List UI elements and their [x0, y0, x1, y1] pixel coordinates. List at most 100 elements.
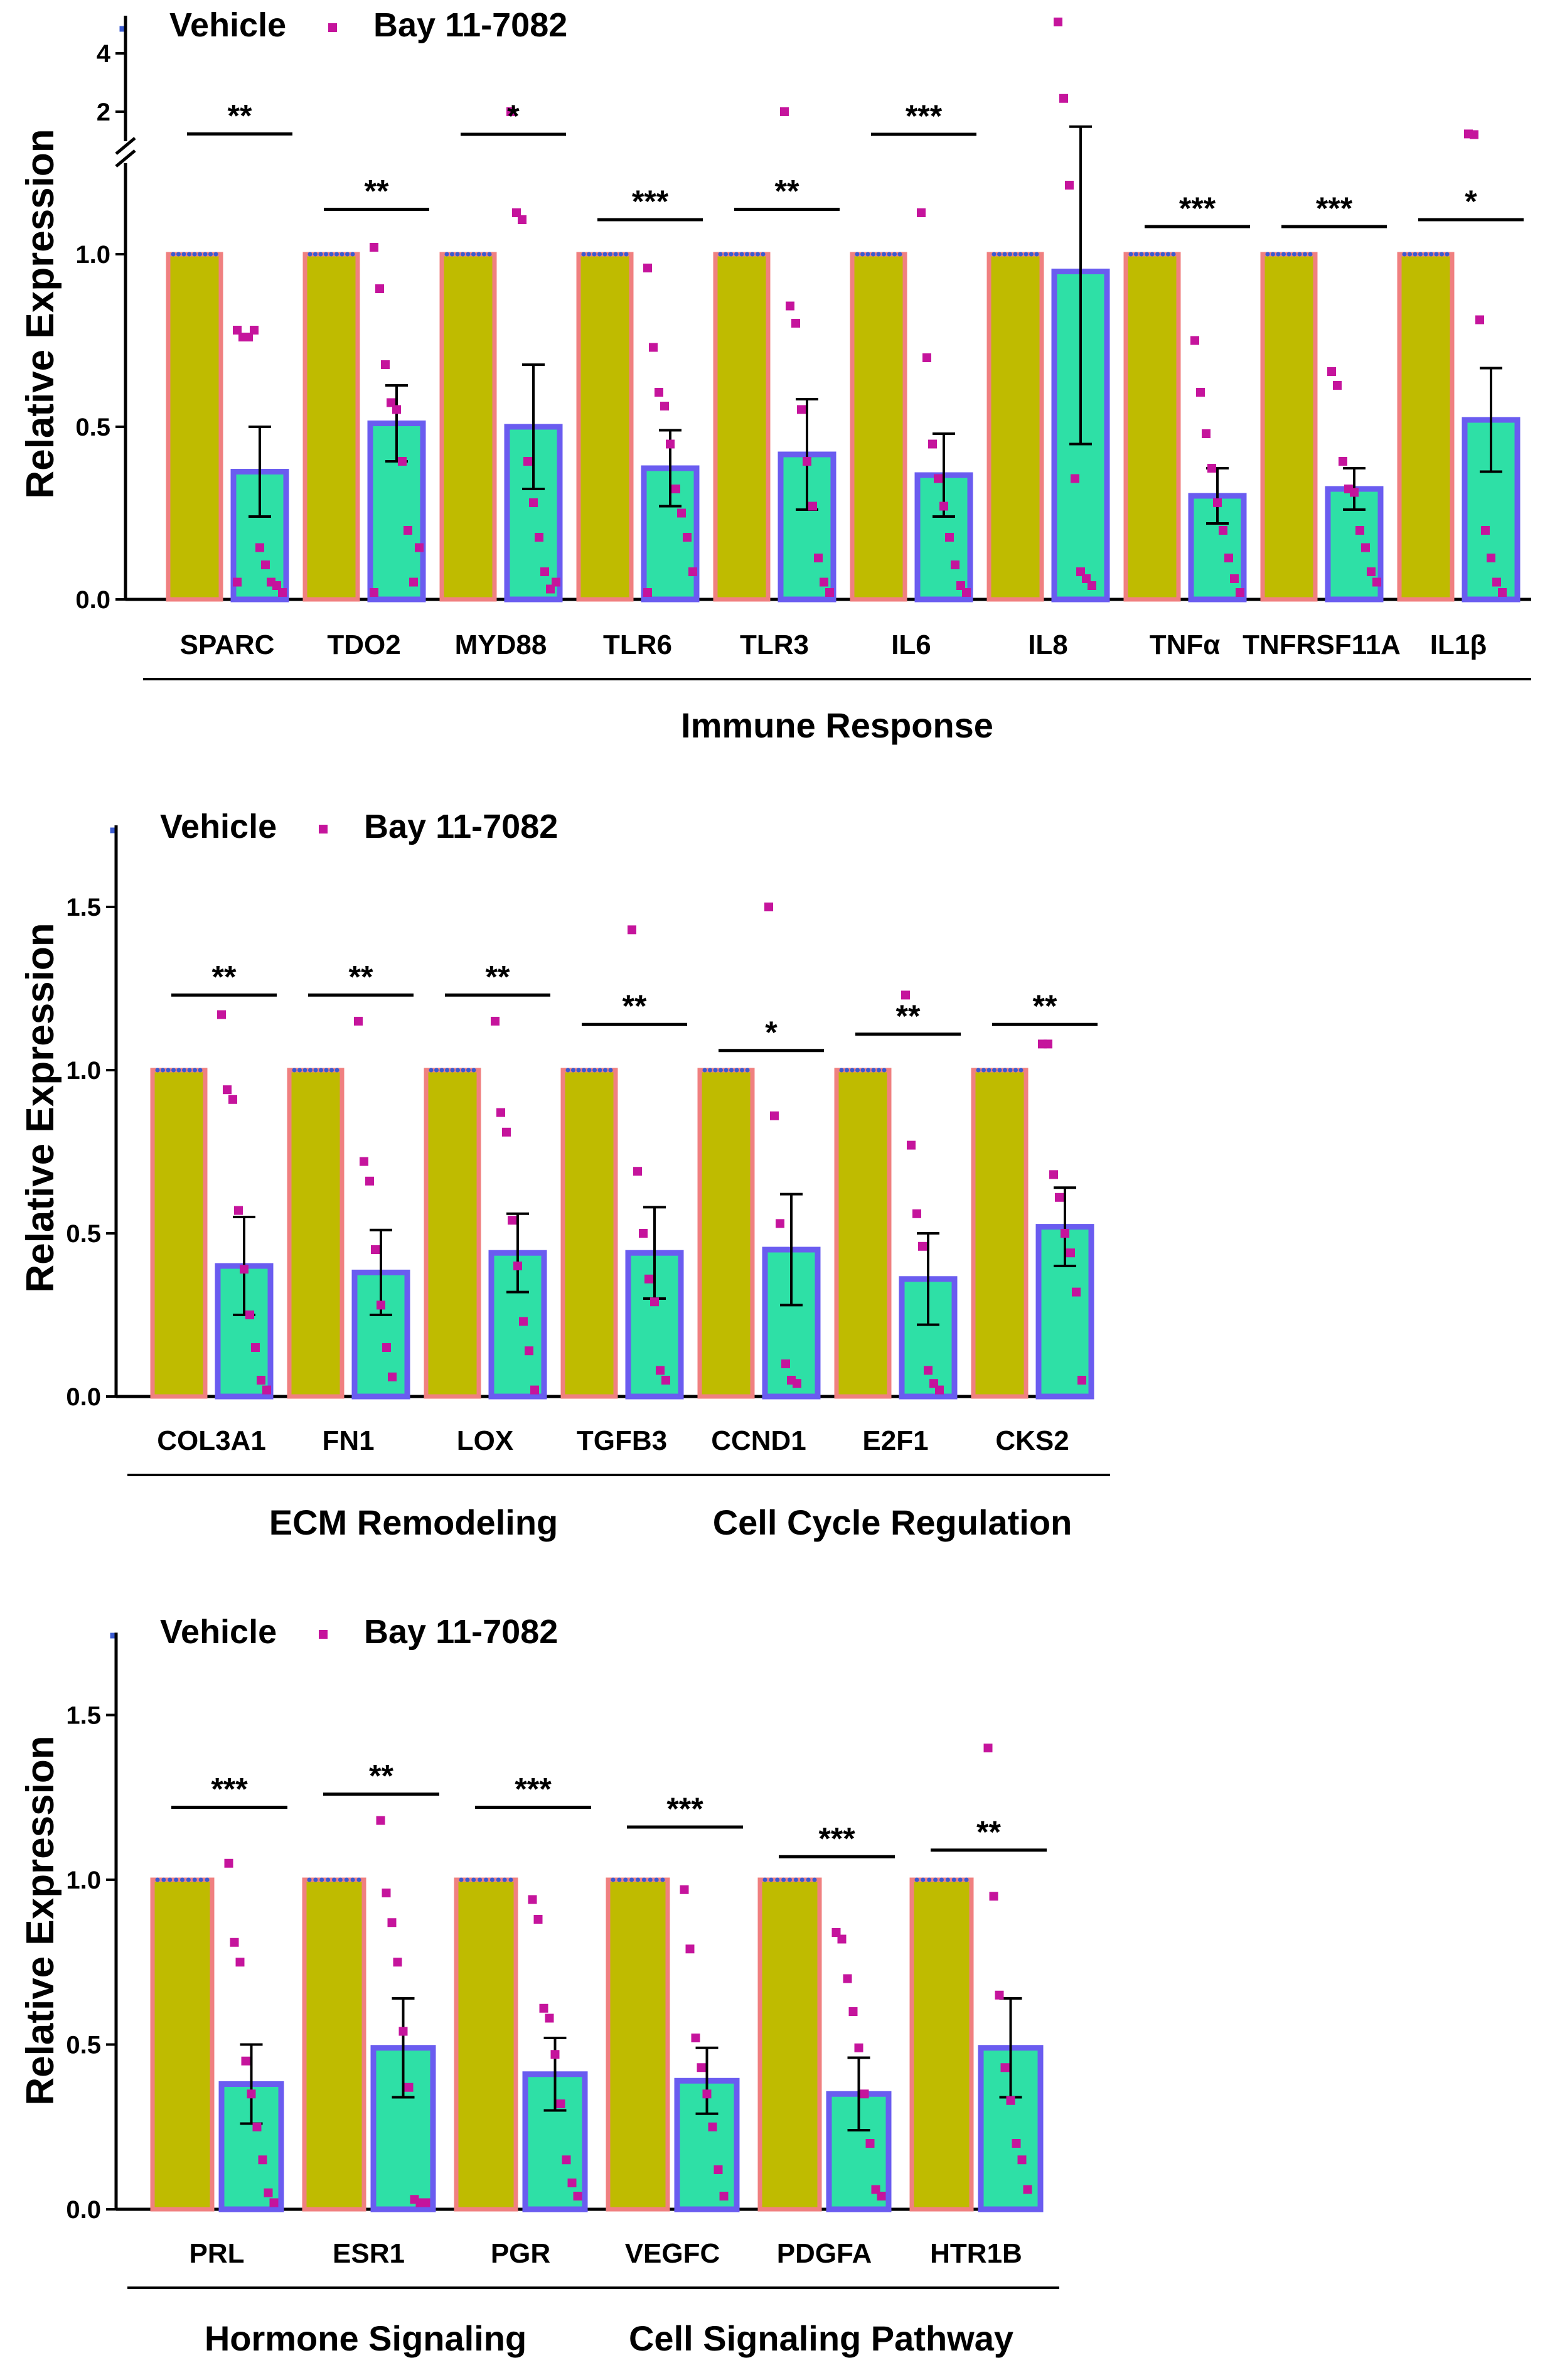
point-vehicle — [1013, 252, 1018, 257]
category-E2F1: ** E2F1 — [834, 990, 961, 1456]
data-point — [244, 333, 253, 341]
point-vehicle — [1308, 252, 1313, 257]
point-vehicle — [719, 1068, 723, 1073]
x-tick-label: LOX — [457, 1425, 513, 1456]
point-vehicle — [1139, 252, 1144, 257]
legend: Vehicle Bay 11-7082 — [110, 808, 558, 845]
point-vehicle — [450, 252, 454, 257]
y-tick-label: 1.5 — [66, 1702, 101, 1730]
data-point — [1470, 130, 1478, 139]
data-point — [1055, 1193, 1064, 1202]
data-point — [934, 474, 943, 483]
point-vehicle — [724, 1068, 729, 1073]
y-tick-label: 0.5 — [66, 1220, 101, 1248]
point-vehicle — [613, 252, 618, 257]
point-vehicle — [465, 1877, 470, 1882]
point-vehicle — [592, 1068, 597, 1073]
x-tick-label: IL6 — [891, 630, 931, 660]
legend-marker-treated — [319, 825, 328, 834]
x-tick-label: TLR3 — [740, 630, 809, 660]
point-vehicle — [1008, 252, 1012, 257]
data-point — [398, 457, 407, 466]
point-vehicle — [176, 252, 181, 257]
data-point — [245, 1311, 254, 1319]
point-vehicle — [1128, 252, 1133, 257]
data-point — [928, 439, 937, 449]
data-point — [376, 1816, 385, 1825]
bar-vehicle — [424, 1068, 481, 1399]
data-point — [995, 1990, 1004, 2000]
data-point — [770, 1111, 779, 1120]
bar-vehicle — [1260, 252, 1318, 602]
data-point — [382, 1889, 391, 1897]
point-vehicle — [445, 1068, 449, 1073]
point-vehicle — [329, 1068, 334, 1073]
point-vehicle — [313, 252, 318, 257]
data-point — [381, 360, 390, 369]
data-point — [1044, 1039, 1052, 1049]
data-point — [552, 577, 560, 587]
data-point — [989, 1892, 998, 1901]
axis-break-mark — [115, 137, 136, 155]
x-tick-label: VEGFC — [625, 2238, 720, 2269]
data-point — [545, 2013, 554, 2023]
point-vehicle — [456, 1068, 460, 1073]
point-vehicle — [208, 252, 213, 257]
x-tick-label: PDGFA — [777, 2238, 872, 2269]
data-point — [529, 498, 538, 507]
data-point — [528, 1895, 537, 1904]
point-vehicle — [1003, 1068, 1007, 1073]
data-point — [719, 2192, 729, 2200]
bar-vehicle — [454, 1877, 518, 2212]
point-vehicle — [313, 1877, 318, 1882]
data-point — [907, 1140, 916, 1150]
category-MYD88: * MYD88 — [439, 99, 566, 660]
data-point — [1367, 567, 1376, 576]
x-tick-label: FN1 — [322, 1425, 374, 1456]
data-point — [837, 1934, 847, 1944]
y-axis-label: Relative Expression — [19, 1735, 62, 2105]
point-vehicle — [981, 1068, 986, 1073]
y-tick-label: 0.0 — [66, 1383, 101, 1411]
data-point — [518, 215, 526, 224]
data-point — [680, 1885, 689, 1894]
data-point — [252, 2122, 262, 2131]
point-vehicle — [986, 1068, 991, 1073]
point-vehicle — [476, 252, 481, 257]
data-point — [1012, 2139, 1021, 2148]
x-tick-label: TNFα — [1150, 630, 1221, 660]
point-vehicle — [597, 1068, 602, 1073]
point-vehicle — [850, 1068, 855, 1073]
point-vehicle — [860, 252, 865, 257]
point-vehicle — [718, 252, 723, 257]
x-tick-label: HTR1B — [930, 2238, 1022, 2269]
data-point — [251, 1343, 260, 1352]
y-tick-label: 1.5 — [66, 894, 101, 921]
significance-label: *** — [632, 184, 669, 219]
data-point — [539, 2003, 548, 2013]
point-vehicle — [1271, 252, 1275, 257]
legend: Vehicle Bay 11-7082 — [119, 6, 567, 44]
x-tick-label: IL1β — [1430, 630, 1487, 660]
significance-label: ** — [486, 959, 510, 994]
y-tick-label: 0.5 — [75, 414, 110, 441]
bar-vehicle — [713, 252, 771, 602]
data-point — [917, 208, 926, 217]
data-point — [1000, 2063, 1010, 2072]
point-vehicle — [502, 1877, 507, 1882]
data-point — [776, 1219, 784, 1228]
significance-label: *** — [211, 1772, 248, 1807]
bar-vehicle — [757, 1877, 822, 2212]
bar-vehicle — [909, 1877, 974, 2212]
data-point — [780, 107, 789, 116]
point-vehicle — [729, 1068, 734, 1073]
data-point — [1475, 315, 1484, 324]
data-point — [365, 1176, 374, 1186]
data-point — [814, 554, 823, 562]
data-point — [513, 1262, 522, 1270]
x-tick-label: PGR — [491, 2238, 550, 2269]
point-vehicle — [866, 1068, 870, 1073]
data-point — [924, 1366, 933, 1375]
point-vehicle — [587, 252, 591, 257]
point-vehicle — [307, 1877, 312, 1882]
